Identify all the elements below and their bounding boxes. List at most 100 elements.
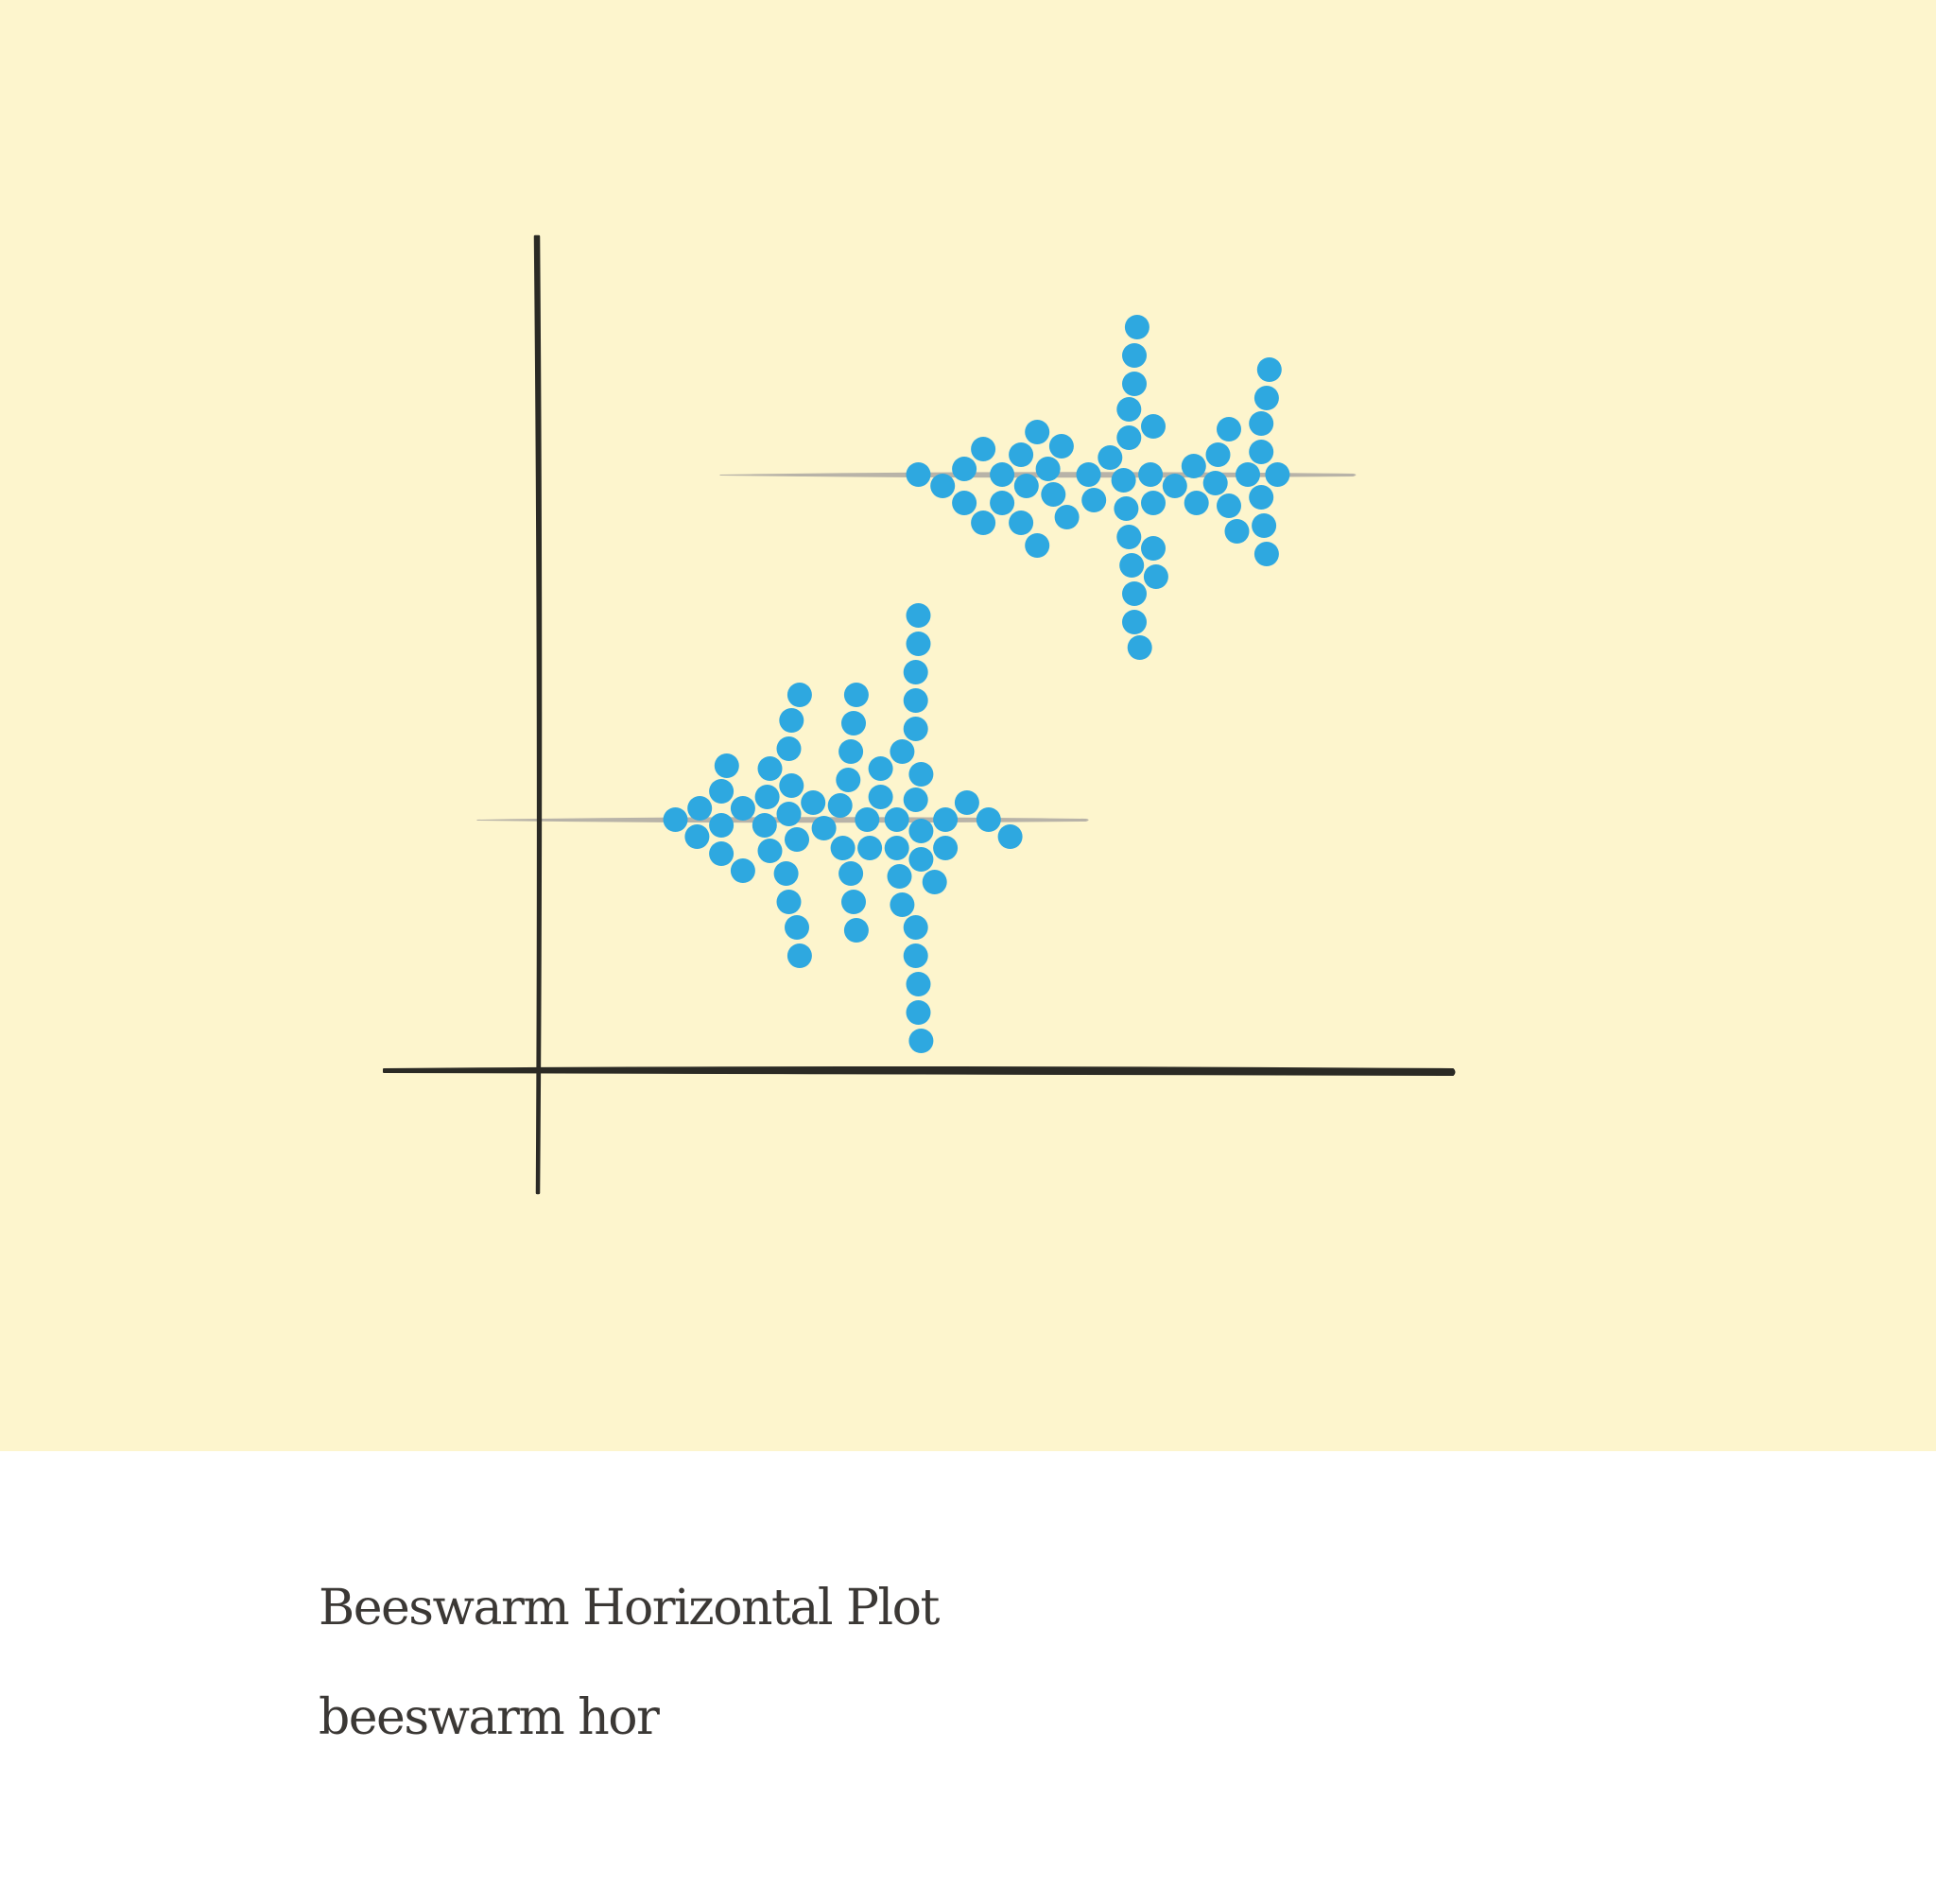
swarm-point [684, 824, 710, 849]
swarm-point [1143, 564, 1168, 589]
swarm-point [1081, 488, 1107, 512]
swarm-point [890, 739, 915, 764]
swarm-point [843, 918, 869, 943]
swarm-point [785, 827, 809, 852]
swarm-point [786, 943, 812, 968]
card-caption: Beeswarm Horizontal Plot beeswarm hor [319, 1580, 940, 1746]
y-axis-line [533, 234, 543, 1195]
swarm-point [1184, 491, 1209, 515]
swarm-point [952, 491, 977, 515]
swarm-point [903, 915, 928, 940]
swarm-point [906, 1000, 931, 1025]
swarm-point [922, 870, 947, 894]
swarm-point [1141, 536, 1166, 561]
swarm-point [903, 943, 928, 968]
swarm-point [908, 847, 934, 872]
swarm-point [933, 807, 959, 832]
swarm-point [1076, 462, 1101, 487]
swarm-point [1138, 462, 1164, 487]
swarm-point [1116, 425, 1142, 450]
swarm-point [908, 819, 934, 843]
swarm-point [1025, 533, 1050, 558]
swarm-point [1119, 553, 1145, 578]
swarm-point [997, 824, 1023, 849]
swarm-point [838, 861, 864, 886]
swarm-point [906, 603, 931, 628]
card-title: Beeswarm Horizontal Plot [319, 1580, 940, 1636]
swarm-point [1249, 485, 1274, 510]
swarm-point [857, 836, 883, 860]
swarm-point [811, 816, 837, 840]
swarm-point [1054, 505, 1080, 529]
swarm-point [836, 768, 861, 792]
swarm-point [757, 756, 783, 781]
swarm-point [1009, 442, 1034, 467]
swarm-point [1249, 411, 1274, 436]
swarm-point [908, 762, 934, 787]
swarm-point [906, 972, 931, 996]
swarm-point [908, 1029, 934, 1053]
chart-illustration [0, 0, 1936, 1451]
swarm-point [1048, 434, 1074, 459]
swarm-point [687, 796, 713, 821]
swarm-point [930, 474, 956, 498]
swarm-point [776, 802, 802, 826]
swarm-point [903, 788, 928, 812]
swarm-point [785, 915, 809, 940]
swarm-point [843, 683, 869, 707]
swarm-point [1141, 414, 1166, 439]
swarm-point [1098, 445, 1123, 470]
card-subtitle: beeswarm hor [319, 1689, 660, 1746]
swarm-point [1124, 315, 1150, 339]
swarm-point [1116, 525, 1142, 549]
swarm-point [776, 890, 802, 914]
swarm-point [952, 457, 977, 481]
swarm-point [971, 437, 996, 461]
swarm-point [903, 660, 928, 684]
swarm-point [801, 790, 826, 815]
swarm-point [990, 462, 1015, 487]
swarm-point [754, 785, 780, 809]
swarm-point [1181, 454, 1206, 478]
swarm-point [1202, 471, 1228, 495]
swarm-point [709, 813, 735, 838]
chart-background [0, 0, 1936, 1451]
swarm-point [1035, 457, 1061, 481]
swarm-point [1041, 482, 1066, 507]
swarm-point [1122, 343, 1147, 368]
swarm-point [1249, 440, 1274, 464]
swarm-point [827, 793, 853, 818]
swarm-point [1252, 513, 1277, 538]
swarm-point [709, 841, 735, 866]
swarm-point [1009, 511, 1034, 535]
swarm-point [730, 858, 755, 883]
swarm-point [1122, 610, 1147, 634]
swarm-point [779, 708, 804, 733]
swarm-point [776, 736, 802, 761]
swarm-point [1224, 519, 1250, 544]
swarm-point [933, 836, 959, 860]
swarm-point [1122, 581, 1147, 606]
swarm-point [1256, 357, 1282, 382]
swarm-point [1114, 496, 1139, 521]
swarm-point [954, 790, 979, 815]
swarm-point [1013, 474, 1039, 498]
swarm-point [663, 807, 688, 832]
swarm-point [990, 491, 1015, 515]
swarm-point [884, 836, 909, 860]
swarm-point [1116, 397, 1142, 422]
swarm-point [1141, 491, 1166, 515]
chart-axes [383, 234, 1456, 1195]
swarm-point [890, 892, 915, 917]
swarm-point [1217, 417, 1241, 441]
swarm-point [1253, 542, 1279, 566]
swarm-point [1236, 462, 1260, 487]
swarm-point [841, 711, 866, 736]
swarm-point [1265, 462, 1290, 487]
swarm-point [1025, 420, 1050, 444]
swarm-point [884, 807, 909, 832]
swarm-point [976, 807, 1001, 832]
swarm-point [906, 632, 931, 656]
swarm-point [971, 511, 996, 535]
